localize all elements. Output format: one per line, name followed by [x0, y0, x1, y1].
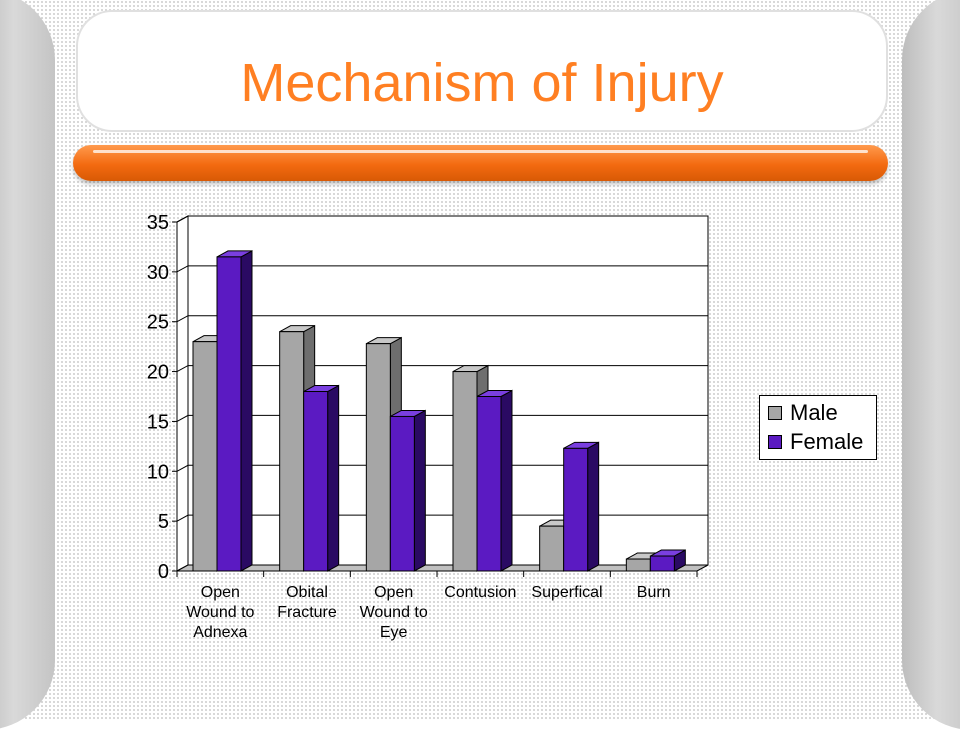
gridline [176, 365, 708, 373]
bar-side-female [587, 441, 600, 572]
legend-swatch-male [768, 406, 782, 420]
right-decorative-panel [902, 0, 960, 730]
bar-male [192, 341, 218, 572]
chart-back-wall [187, 215, 709, 566]
bar-female [476, 396, 502, 572]
bar-male [279, 331, 305, 572]
y-tick-label: 5 [158, 511, 169, 533]
bar-side-female [500, 389, 513, 572]
x-tick-label: Superfical [531, 584, 602, 601]
legend-item-male: Male [768, 400, 838, 426]
y-tick-label: 20 [147, 362, 169, 384]
title-panel: Mechanism of Injury [78, 12, 886, 130]
gridline [176, 265, 708, 273]
bar-female [389, 415, 415, 572]
bar-side-female [240, 250, 253, 572]
x-tick-label: Wound to [360, 604, 428, 621]
bar-female [563, 447, 589, 572]
y-tick-label: 35 [147, 212, 169, 234]
slide-title: Mechanism of Injury [240, 53, 724, 113]
gridline [176, 315, 708, 323]
left-decorative-panel [0, 0, 55, 730]
y-tick-label: 30 [147, 262, 169, 284]
legend-swatch-female [768, 435, 782, 449]
x-tick-label: Burn [637, 584, 671, 601]
bar-female [649, 555, 675, 572]
legend-item-female: Female [768, 429, 863, 455]
gridline [176, 414, 708, 422]
bar-male [452, 371, 478, 572]
bar-female [303, 391, 329, 572]
title-underline-bar [73, 145, 888, 181]
y-tick-label: 10 [147, 461, 169, 483]
x-tick-label: Eye [380, 624, 408, 641]
bar-male [365, 343, 391, 572]
x-tick-label: Fracture [277, 604, 337, 621]
bar-side-female [327, 384, 340, 572]
x-tick-label: Contusion [444, 584, 516, 601]
bar-male [625, 558, 651, 572]
y-tick-label: 15 [147, 411, 169, 433]
chart-legend: Male Female [759, 395, 877, 460]
bar-side-female [413, 409, 426, 572]
y-tick-label: 0 [158, 561, 169, 583]
x-tick-label: Obital [286, 584, 328, 601]
bar-female [216, 256, 242, 572]
y-tick-label: 25 [147, 312, 169, 334]
gridline [176, 215, 708, 223]
gridline [176, 464, 708, 472]
legend-label-male: Male [790, 400, 838, 425]
x-tick-label: Open [374, 584, 413, 601]
x-tick-label: Adnexa [193, 624, 247, 641]
x-tick-label: Open [201, 584, 240, 601]
gridline [176, 514, 708, 522]
legend-label-female: Female [790, 429, 864, 454]
bar-male [539, 525, 565, 572]
x-tick-label: Wound to [186, 604, 254, 621]
